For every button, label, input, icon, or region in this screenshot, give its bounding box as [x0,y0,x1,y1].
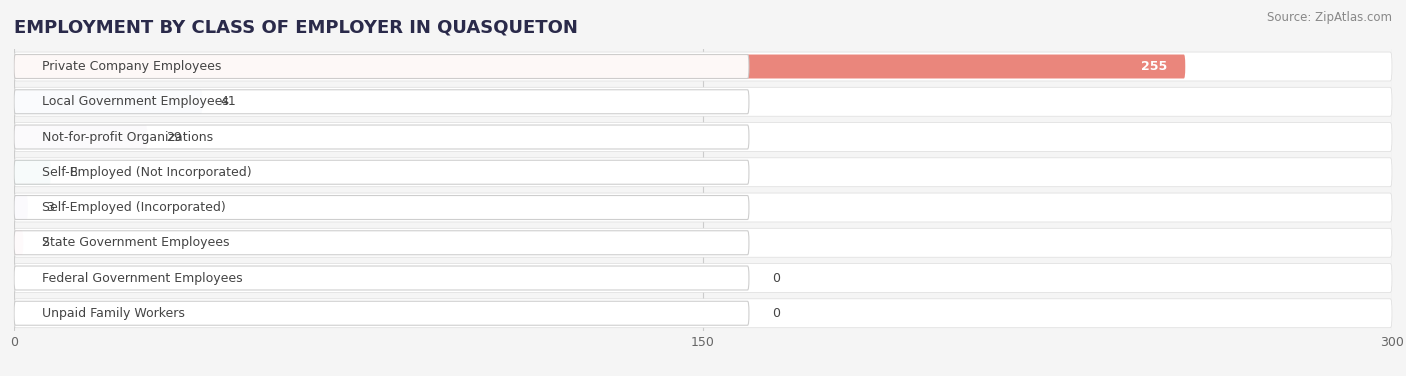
Text: State Government Employees: State Government Employees [42,236,229,249]
Text: Not-for-profit Organizations: Not-for-profit Organizations [42,130,212,144]
Text: Self-Employed (Not Incorporated): Self-Employed (Not Incorporated) [42,166,252,179]
FancyBboxPatch shape [14,301,749,325]
Text: Source: ZipAtlas.com: Source: ZipAtlas.com [1267,11,1392,24]
FancyBboxPatch shape [14,90,749,114]
FancyBboxPatch shape [14,228,1392,257]
Text: Private Company Employees: Private Company Employees [42,60,221,73]
Text: 29: 29 [166,130,181,144]
Text: 0: 0 [772,271,780,285]
FancyBboxPatch shape [14,196,28,220]
FancyBboxPatch shape [14,158,1392,187]
Text: Local Government Employees: Local Government Employees [42,95,229,108]
FancyBboxPatch shape [14,264,1392,293]
Text: 2: 2 [42,236,49,249]
FancyBboxPatch shape [14,299,1392,328]
FancyBboxPatch shape [14,231,749,255]
Text: 255: 255 [1140,60,1167,73]
Text: Unpaid Family Workers: Unpaid Family Workers [42,307,184,320]
FancyBboxPatch shape [14,90,202,114]
FancyBboxPatch shape [14,125,749,149]
FancyBboxPatch shape [14,87,1392,116]
Text: 8: 8 [69,166,77,179]
FancyBboxPatch shape [14,266,749,290]
FancyBboxPatch shape [14,160,51,184]
Text: Federal Government Employees: Federal Government Employees [42,271,242,285]
FancyBboxPatch shape [14,193,1392,222]
FancyBboxPatch shape [14,231,24,255]
FancyBboxPatch shape [14,196,749,220]
FancyBboxPatch shape [14,123,1392,152]
FancyBboxPatch shape [14,52,1392,81]
Text: Self-Employed (Incorporated): Self-Employed (Incorporated) [42,201,225,214]
FancyBboxPatch shape [14,55,1185,79]
Text: 41: 41 [221,95,236,108]
Text: 0: 0 [772,307,780,320]
Text: 3: 3 [46,201,53,214]
FancyBboxPatch shape [14,55,749,79]
Text: EMPLOYMENT BY CLASS OF EMPLOYER IN QUASQUETON: EMPLOYMENT BY CLASS OF EMPLOYER IN QUASQ… [14,18,578,36]
FancyBboxPatch shape [14,160,749,184]
FancyBboxPatch shape [14,125,148,149]
